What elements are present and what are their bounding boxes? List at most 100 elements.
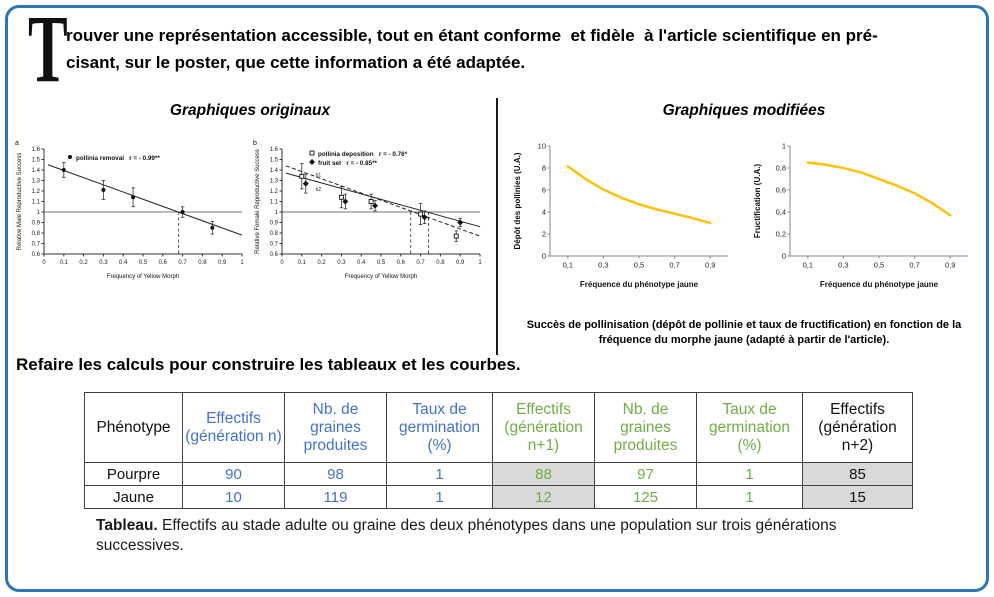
svg-text:fruit set r = - 0.85**: fruit set r = - 0.85** <box>318 160 378 167</box>
svg-text:Fructification (U.A.): Fructification (U.A.) <box>753 164 762 239</box>
svg-text:10: 10 <box>538 142 546 151</box>
modified-chart-pollinia: 0 2 4 6 8 10 0,1 0,3 0,5 0,7 0,9 Dépôt des pollinie… <box>510 138 740 298</box>
col-header-graines-n1: Nb. de graines produites <box>594 392 697 463</box>
svg-text:0: 0 <box>42 260 46 266</box>
svg-text:1: 1 <box>240 260 244 266</box>
svg-text:1.4: 1.4 <box>270 168 279 174</box>
col-header-effectifs-n2: Effectifs (génération n+2) <box>802 392 913 463</box>
table-cell: 1 <box>386 485 493 509</box>
svg-text:0,5: 0,5 <box>874 261 884 270</box>
svg-text:2: 2 <box>542 230 546 239</box>
svg-text:0,9: 0,9 <box>945 261 955 270</box>
svg-text:0,1: 0,1 <box>563 261 573 270</box>
svg-text:0.2: 0.2 <box>317 260 326 266</box>
table-cell: 1 <box>386 462 493 486</box>
section-title-modified: Graphiques modifiées <box>662 102 826 119</box>
table-cell: 125 <box>594 485 697 509</box>
svg-text:Frequency of Yellow Morph: Frequency of Yellow Morph <box>107 274 179 280</box>
svg-text:1.3: 1.3 <box>270 179 279 185</box>
svg-text:Relative Female Reproductive S: Relative Female Reproductive Success <box>255 149 261 254</box>
table-cell: 97 <box>594 462 697 486</box>
svg-text:1.2: 1.2 <box>270 189 279 195</box>
table-cell: 88 <box>492 462 595 486</box>
svg-text:0.8: 0.8 <box>436 260 445 266</box>
svg-text:pollinia removal r = - 0.99*: pollinia removal r = - 0.99** <box>76 155 160 162</box>
svg-text:0.3: 0.3 <box>337 260 346 266</box>
results-table: Phénotype Effectifs (génération n) Nb. d… <box>84 392 913 509</box>
table-cell: 119 <box>284 485 387 509</box>
svg-text:0.7: 0.7 <box>178 260 187 266</box>
svg-text:0.7: 0.7 <box>32 242 41 248</box>
svg-text:1.5: 1.5 <box>32 158 41 164</box>
page-border <box>5 5 989 592</box>
svg-text:Fréquence du phénotype jaune: Fréquence du phénotype jaune <box>820 280 939 289</box>
col-header-phenotype: Phénotype <box>84 392 183 463</box>
svg-text:1.3: 1.3 <box>32 179 41 185</box>
table-row-jaune: Jaune 10 119 1 12 125 1 15 <box>84 485 913 509</box>
svg-text:0.8: 0.8 <box>32 231 41 237</box>
section-title-original: Graphiques originaux <box>169 102 331 119</box>
svg-text:0.9: 0.9 <box>218 260 227 266</box>
table-cell: 12 <box>492 485 595 509</box>
svg-text:1: 1 <box>782 142 786 151</box>
svg-text:0,8: 0,8 <box>776 164 786 173</box>
intro-line-2: cisant, sur le poster, que cette informa… <box>66 53 526 72</box>
svg-text:0.1: 0.1 <box>298 260 307 266</box>
svg-text:0: 0 <box>782 252 786 261</box>
svg-text:8: 8 <box>542 164 546 173</box>
instruction-text: Refaire les calculs pour construire les … <box>16 355 521 374</box>
col-header-germination-n1: Taux de germination (%) <box>696 392 803 463</box>
svg-text:0,6: 0,6 <box>776 186 786 195</box>
col-header-germination-n: Taux de germination (%) <box>386 392 493 463</box>
svg-text:0,2: 0,2 <box>776 230 786 239</box>
svg-text:0.6: 0.6 <box>397 260 406 266</box>
svg-text:Relative Male Reproductive Suc: Relative Male Reproductive Success <box>17 153 23 251</box>
intro-line-1: rouver une représentation accessible, to… <box>66 26 878 45</box>
modified-caption-line-2: fréquence du morphe jaune (adapté à part… <box>598 334 890 346</box>
svg-text:0.4: 0.4 <box>119 260 128 266</box>
table-cell: 10 <box>182 485 285 509</box>
svg-text:Frequency of Yellow Morph: Frequency of Yellow Morph <box>345 274 417 280</box>
svg-text:1.6: 1.6 <box>32 147 41 153</box>
svg-text:0: 0 <box>542 252 546 261</box>
svg-text:0.6: 0.6 <box>159 260 168 266</box>
table-cell: 98 <box>284 462 387 486</box>
svg-text:0.8: 0.8 <box>198 260 207 266</box>
svg-text:0,1: 0,1 <box>803 261 813 270</box>
row-label-pourpre: Pourpre <box>84 462 183 486</box>
svg-text:0,3: 0,3 <box>838 261 848 270</box>
svg-text:0.6: 0.6 <box>270 252 279 258</box>
table-cell: 85 <box>802 462 913 486</box>
svg-text:0.7: 0.7 <box>416 260 425 266</box>
dropcap-letter: T <box>28 0 68 102</box>
table-caption-label: Tableau. <box>96 517 158 534</box>
svg-text:0: 0 <box>280 260 284 266</box>
svg-text:pollinia deposition r = - 0.: pollinia deposition r = - 0.76* <box>318 151 408 158</box>
svg-text:b2: b2 <box>316 187 322 193</box>
svg-text:0.3: 0.3 <box>99 260 108 266</box>
table-header-row: Phénotype Effectifs (génération n) Nb. d… <box>84 392 913 463</box>
svg-text:0.1: 0.1 <box>60 260 69 266</box>
svg-text:0.4: 0.4 <box>357 260 366 266</box>
svg-text:0.7: 0.7 <box>270 242 279 248</box>
svg-text:0,9: 0,9 <box>705 261 715 270</box>
table-cell: 1 <box>696 462 803 486</box>
svg-text:0,4: 0,4 <box>776 208 786 217</box>
svg-text:a: a <box>15 140 19 147</box>
svg-text:4: 4 <box>542 208 546 217</box>
table-area: Phénotype Effectifs (génération n) Nb. d… <box>84 392 916 509</box>
table-row-pourpre: Pourpre 90 98 1 88 97 1 85 <box>84 462 913 486</box>
svg-text:0.9: 0.9 <box>32 221 41 227</box>
svg-text:1.5: 1.5 <box>270 158 279 164</box>
svg-text:1.1: 1.1 <box>32 200 41 206</box>
svg-text:0.2: 0.2 <box>79 260 88 266</box>
svg-text:0.6: 0.6 <box>32 252 41 258</box>
intro-text: rouver une représentation accessible, to… <box>66 22 878 76</box>
svg-text:0,7: 0,7 <box>909 261 919 270</box>
svg-text:1.6: 1.6 <box>270 147 279 153</box>
svg-text:b1: b1 <box>316 172 322 178</box>
col-header-effectifs-n1: Effectifs (génération n+1) <box>492 392 595 463</box>
table-caption-text: Effectifs au stade adulte ou graine des … <box>96 517 837 554</box>
col-header-graines-n: Nb. de graines produites <box>284 392 387 463</box>
